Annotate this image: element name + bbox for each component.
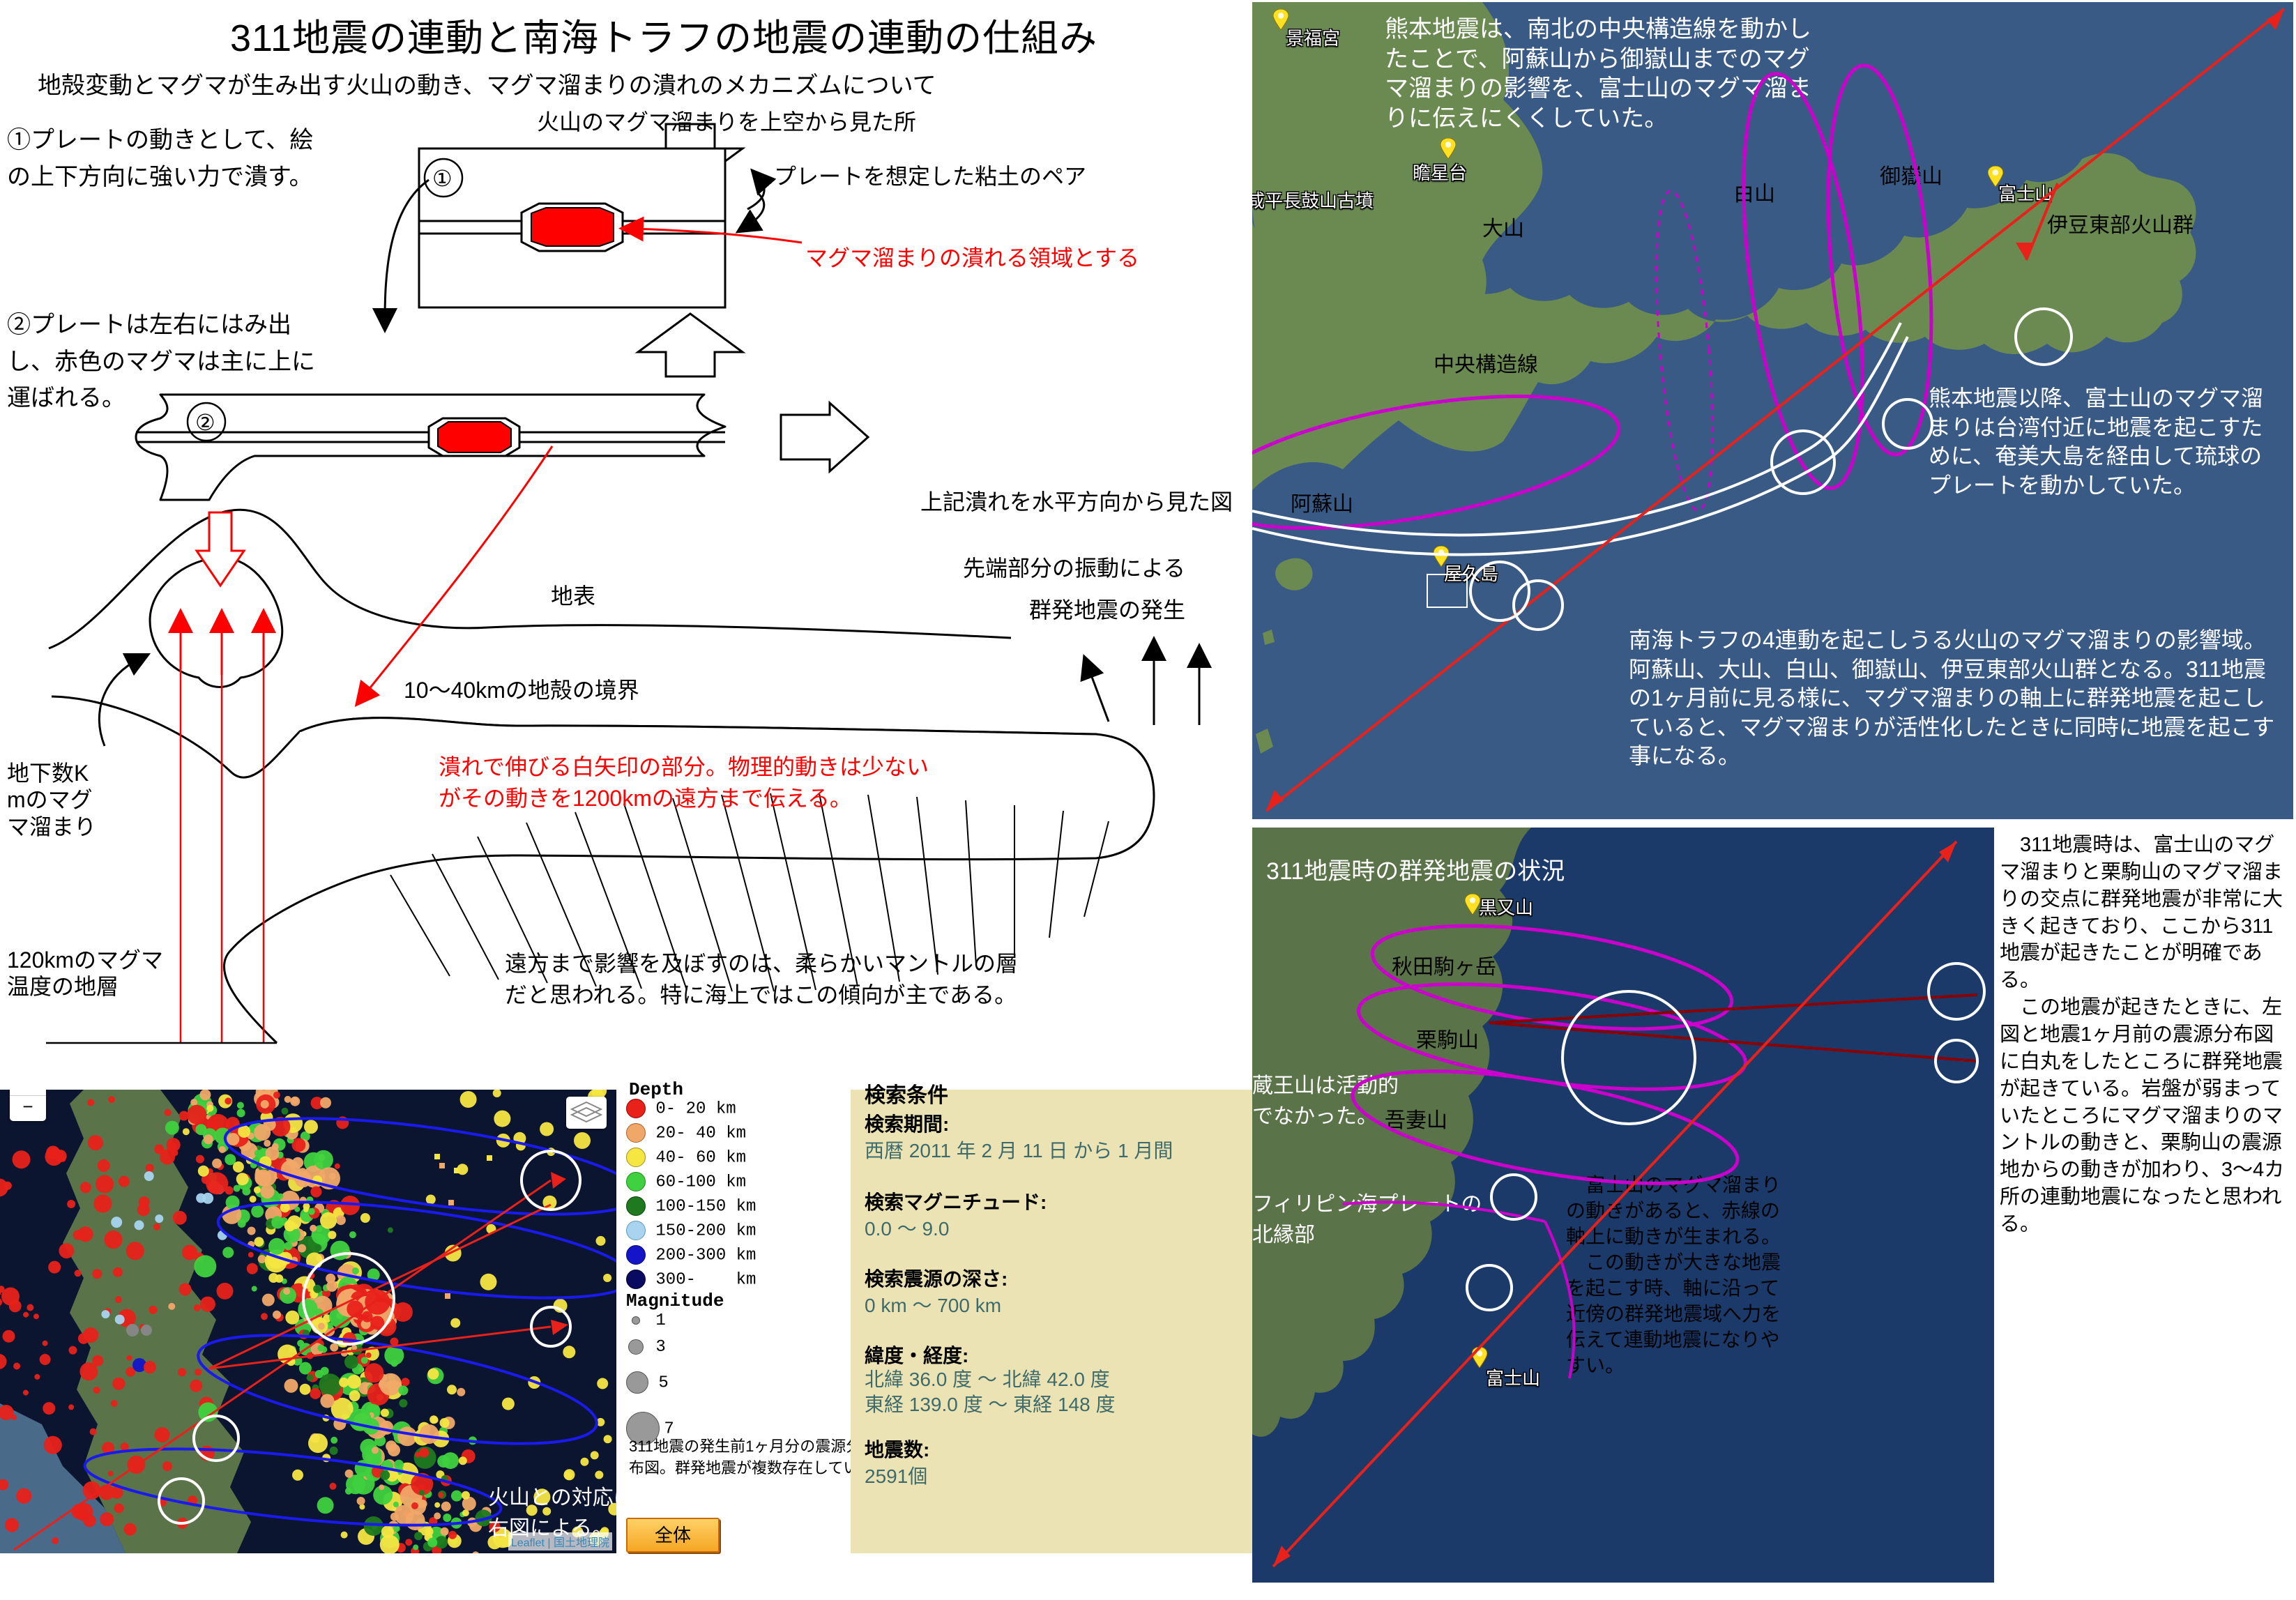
svg-text:①: ① [432,166,453,191]
